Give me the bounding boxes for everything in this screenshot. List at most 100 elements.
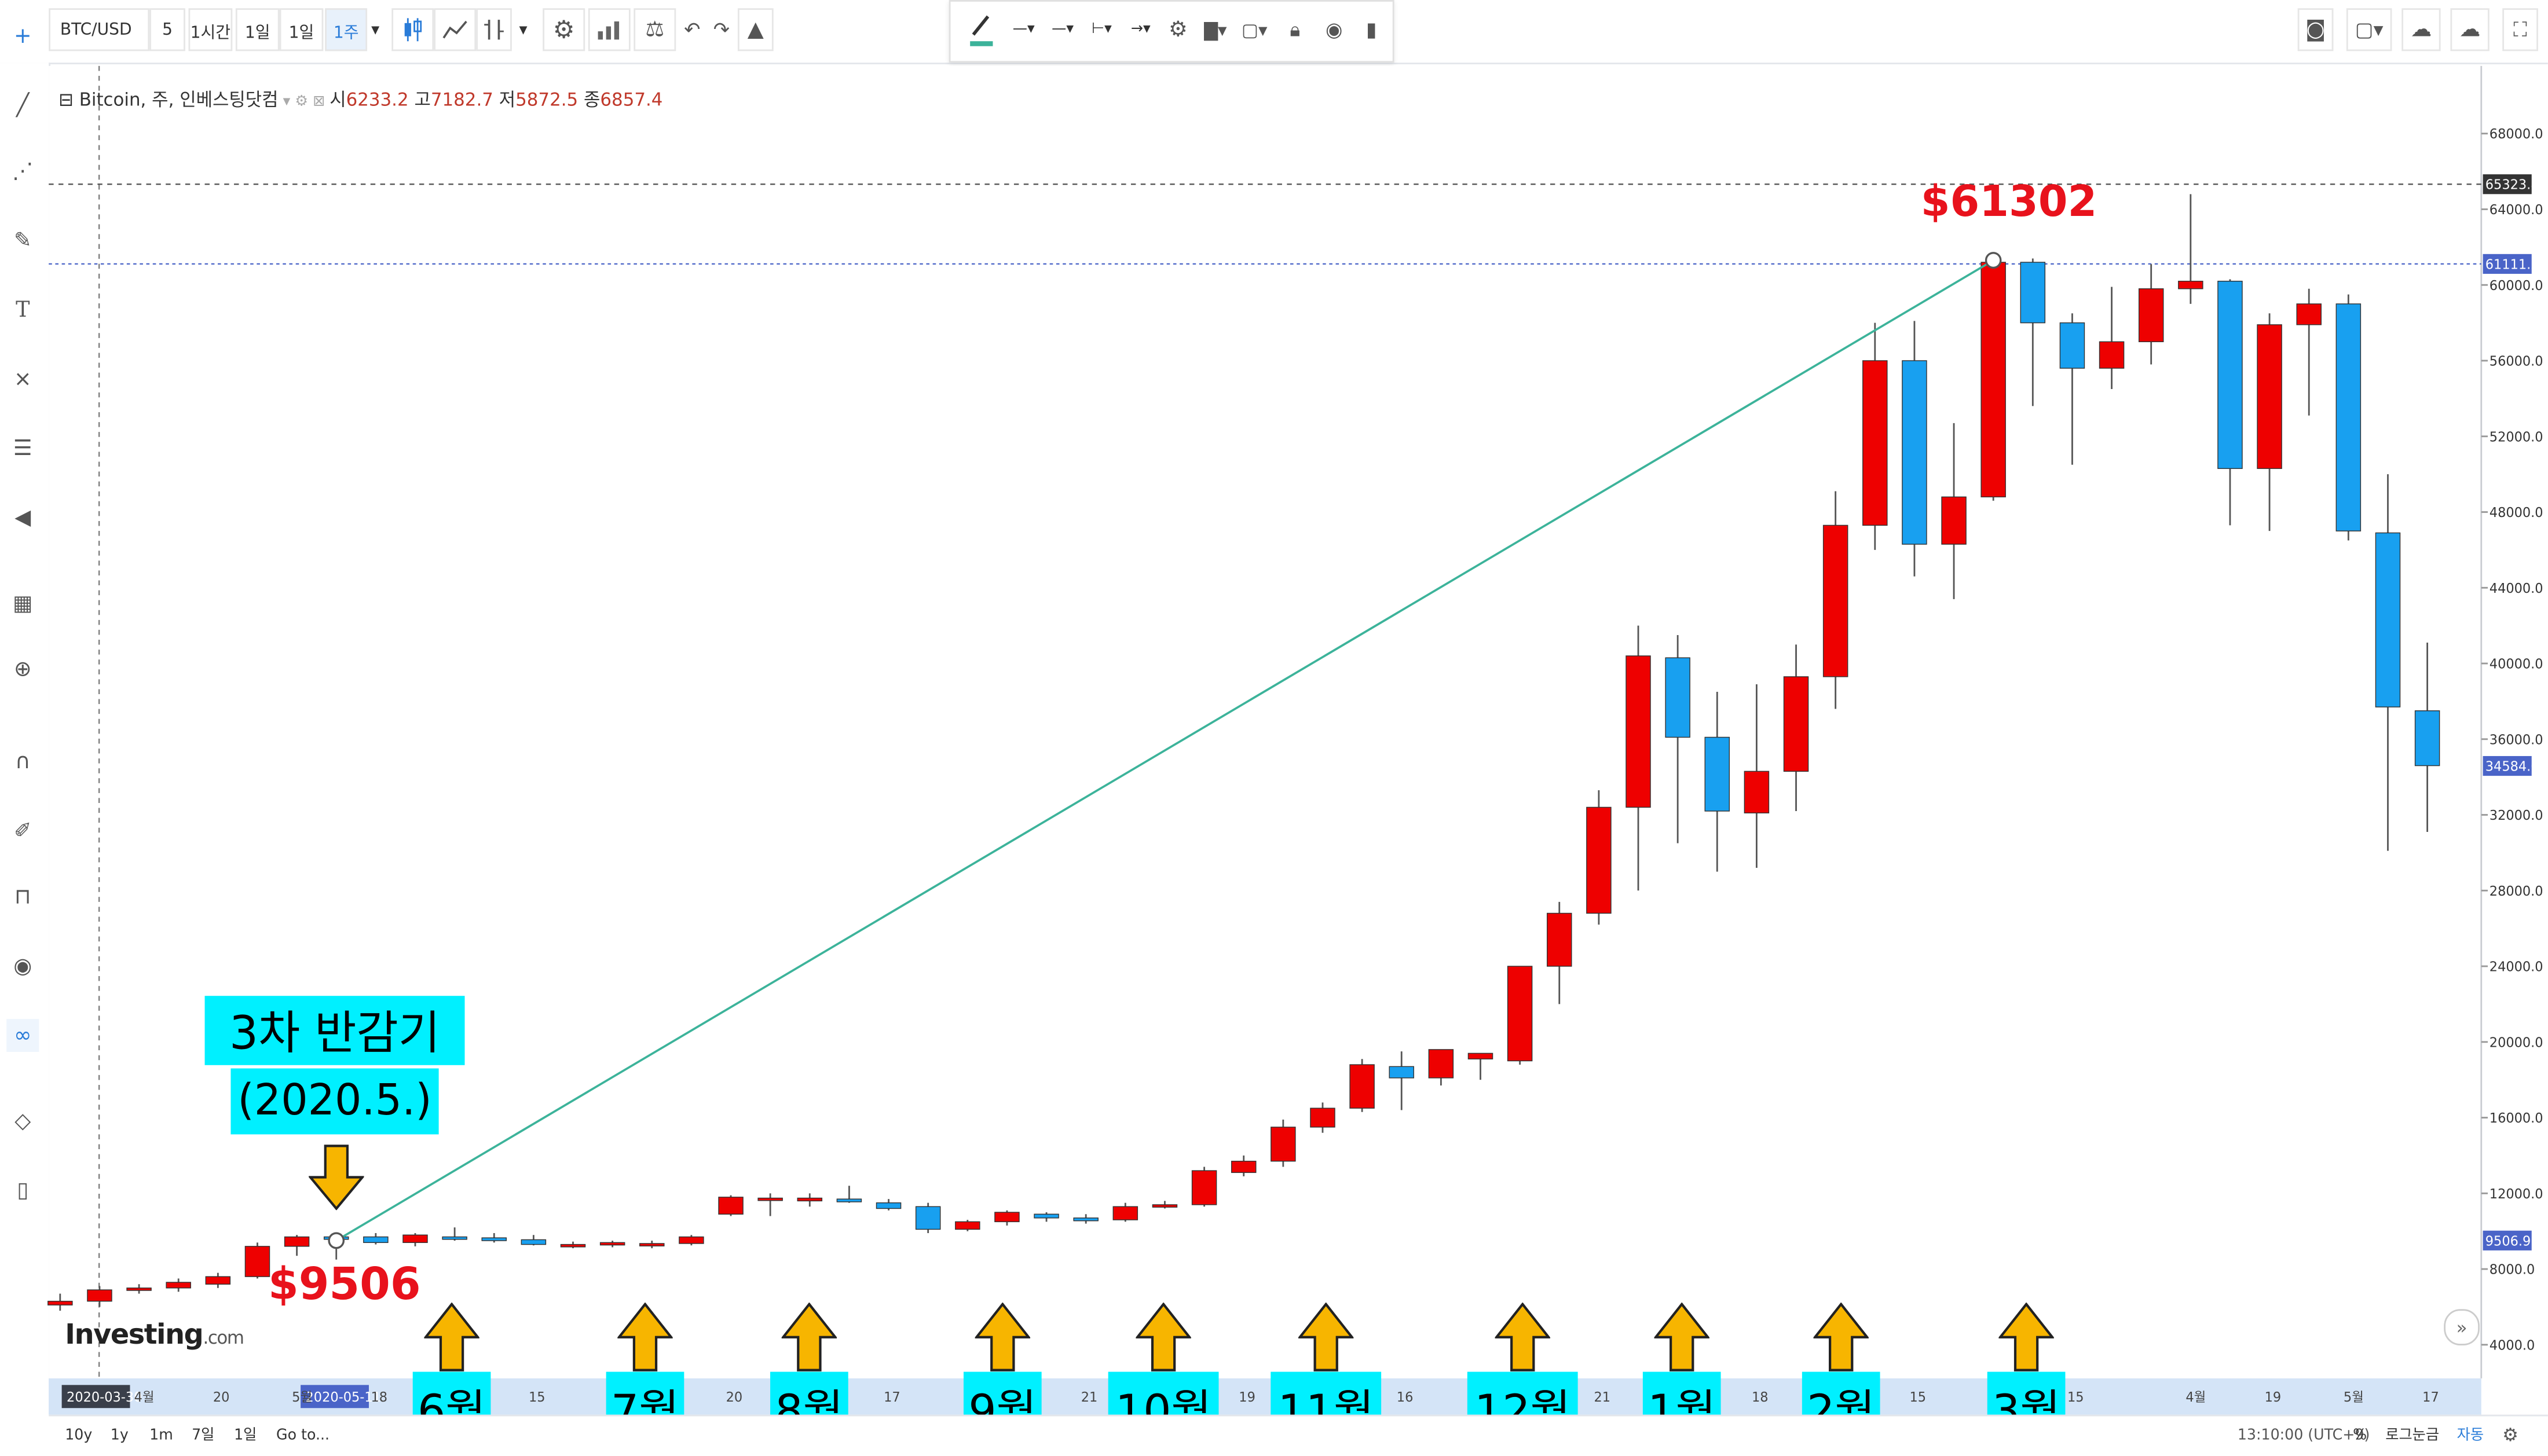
price-tick-label: 52000.0 xyxy=(2490,430,2543,445)
alert-icon[interactable]: ▲ xyxy=(737,8,774,52)
fib-icon[interactable]: ☰ xyxy=(13,436,32,461)
template-icon[interactable] xyxy=(588,8,631,52)
link-icon[interactable]: ∞ xyxy=(6,1019,39,1052)
candle xyxy=(1349,1059,1375,1112)
line-width-icon[interactable]: —▾ xyxy=(1045,8,1081,52)
zoom-icon[interactable]: ⊕ xyxy=(13,657,32,682)
price-tick-label: 8000.0 xyxy=(2490,1262,2535,1277)
candle xyxy=(2335,294,2362,541)
magnet-icon[interactable]: ∩ xyxy=(14,749,31,775)
percent-toggle[interactable]: % xyxy=(2353,1428,2367,1444)
candle xyxy=(1626,625,1651,891)
candle xyxy=(599,1241,625,1248)
lock-drawing-icon[interactable]: ⊓ xyxy=(14,884,31,909)
fill-icon[interactable]: ▇▾ xyxy=(1198,8,1233,52)
range-10y-button[interactable]: 10y xyxy=(65,1428,93,1444)
undo-icon[interactable]: ↶ xyxy=(679,8,705,52)
scale-balance-icon[interactable]: ⚖ xyxy=(634,8,676,52)
interval-1w-button[interactable]: 1주 xyxy=(325,8,368,52)
goto-button[interactable]: Go to... xyxy=(276,1428,330,1444)
candle xyxy=(560,1241,586,1249)
range-1y-button[interactable]: 1y xyxy=(110,1428,129,1444)
candle xyxy=(757,1193,783,1216)
line-end-icon[interactable]: →▾ xyxy=(1122,8,1159,52)
candlestick-icon[interactable] xyxy=(391,8,434,52)
cloud-upload-icon[interactable]: ☁ xyxy=(2401,8,2441,52)
pattern-icon[interactable]: ⨯ xyxy=(13,366,32,392)
range-1d-button[interactable]: 1일 xyxy=(234,1428,257,1444)
compare-dropdown-icon[interactable]: ▾ xyxy=(511,8,535,52)
interval-5-button[interactable]: 5 xyxy=(149,8,185,52)
legend-collapse-icon[interactable]: ⊟ xyxy=(58,89,79,111)
trend-start-handle[interactable] xyxy=(328,1232,345,1249)
log-scale-toggle[interactable]: 로그눈금 xyxy=(2385,1428,2440,1444)
candle-body xyxy=(1586,806,1612,914)
candle-body xyxy=(955,1221,980,1230)
peak-price-label: $61302 xyxy=(1920,178,2097,228)
candle-body xyxy=(1507,966,1533,1062)
trend-end-handle[interactable] xyxy=(1985,252,2002,269)
candle xyxy=(47,1293,73,1311)
price-axis[interactable]: 4000.0 8000.0 12000.0 16000.0 20000.0 24000.0… xyxy=(2481,127,2543,1353)
interval-dropdown-icon[interactable]: ▾ xyxy=(367,8,384,52)
scroll-to-latest-button[interactable]: » xyxy=(2444,1309,2480,1345)
candle-body xyxy=(1547,912,1572,967)
candle xyxy=(1112,1202,1138,1222)
interval-1h-button[interactable]: 1시간 xyxy=(188,8,233,52)
visibility-icon[interactable]: ◉ xyxy=(1317,8,1350,52)
pitchfork-icon[interactable]: ⋰ xyxy=(12,159,34,184)
compare-icon[interactable] xyxy=(476,8,512,52)
trend-line[interactable] xyxy=(328,252,2002,1249)
symbol-input[interactable]: BTC/USD xyxy=(49,8,150,52)
brush-icon[interactable]: ✎ xyxy=(13,228,32,254)
range-7d-button[interactable]: 7일 xyxy=(192,1428,215,1444)
price-tick-label: 16000.0 xyxy=(2490,1111,2543,1126)
lock-icon[interactable]: 🔒︎ xyxy=(1279,8,1312,52)
legend-menu-icon[interactable]: ▾ ⚙ ⊠ xyxy=(278,94,330,111)
crosshair-icon[interactable]: + xyxy=(13,24,32,49)
candle xyxy=(442,1227,467,1241)
time-tick-label: 19 xyxy=(2265,1390,2282,1405)
eye-icon[interactable]: ◉ xyxy=(13,953,32,979)
layout-icon[interactable]: ▢▾ xyxy=(2346,8,2392,52)
clone-icon[interactable]: ▢▾ xyxy=(1236,8,1273,52)
range-1m-button[interactable]: 1m xyxy=(149,1428,173,1444)
fullscreen-icon[interactable]: ⛶ xyxy=(2502,8,2538,52)
delete-drawings-icon[interactable]: ▯ xyxy=(17,1178,29,1203)
text-tool-icon[interactable]: T xyxy=(16,298,30,322)
measure-icon[interactable]: ▦ xyxy=(13,591,33,616)
stay-drawing-icon[interactable]: ✐ xyxy=(13,819,32,843)
cloud-download-icon[interactable]: ☁ xyxy=(2450,8,2490,52)
indicator-icon[interactable] xyxy=(434,8,477,52)
interval-label: 1주 xyxy=(333,24,359,42)
trash-icon[interactable]: ▮ xyxy=(1357,8,1386,52)
auto-scale-toggle[interactable]: 자동 xyxy=(2457,1428,2484,1444)
back-arrow-icon[interactable]: ◀ xyxy=(14,505,31,530)
layers-icon[interactable]: ◇ xyxy=(14,1109,31,1134)
drawing-settings-icon[interactable]: ⚙ xyxy=(1162,8,1195,52)
candle-body xyxy=(2296,303,2322,325)
trend-line-segment[interactable] xyxy=(335,259,1994,1242)
candle-body xyxy=(166,1282,191,1289)
candle xyxy=(1231,1155,1257,1176)
candle-body xyxy=(1034,1213,1059,1219)
interval-1d-button[interactable]: 1일 xyxy=(235,8,280,52)
trendline-icon[interactable]: ╱ xyxy=(16,93,30,118)
price-badge xyxy=(2483,254,2532,274)
candle-body xyxy=(797,1197,823,1202)
candle-body xyxy=(679,1236,704,1244)
line-start-icon[interactable]: ⊢▾ xyxy=(1083,8,1120,52)
candle-body xyxy=(2099,341,2125,369)
candles xyxy=(47,194,2440,1311)
price-tick-label: 32000.0 xyxy=(2490,808,2543,823)
redo-icon[interactable]: ↷ xyxy=(708,8,735,52)
axis-settings-icon[interactable]: ⚙ xyxy=(2502,1424,2518,1446)
candle-body xyxy=(1704,736,1730,812)
pen-icon[interactable] xyxy=(963,8,1000,52)
settings-gear-icon[interactable]: ⚙ xyxy=(543,8,585,52)
camera-icon[interactable]: ◙ xyxy=(2297,8,2334,52)
price-tick-label: 28000.0 xyxy=(2490,884,2543,899)
line-style-icon[interactable]: —▾ xyxy=(1005,8,1042,52)
interval-1d2-button[interactable]: 1일 xyxy=(279,8,324,52)
